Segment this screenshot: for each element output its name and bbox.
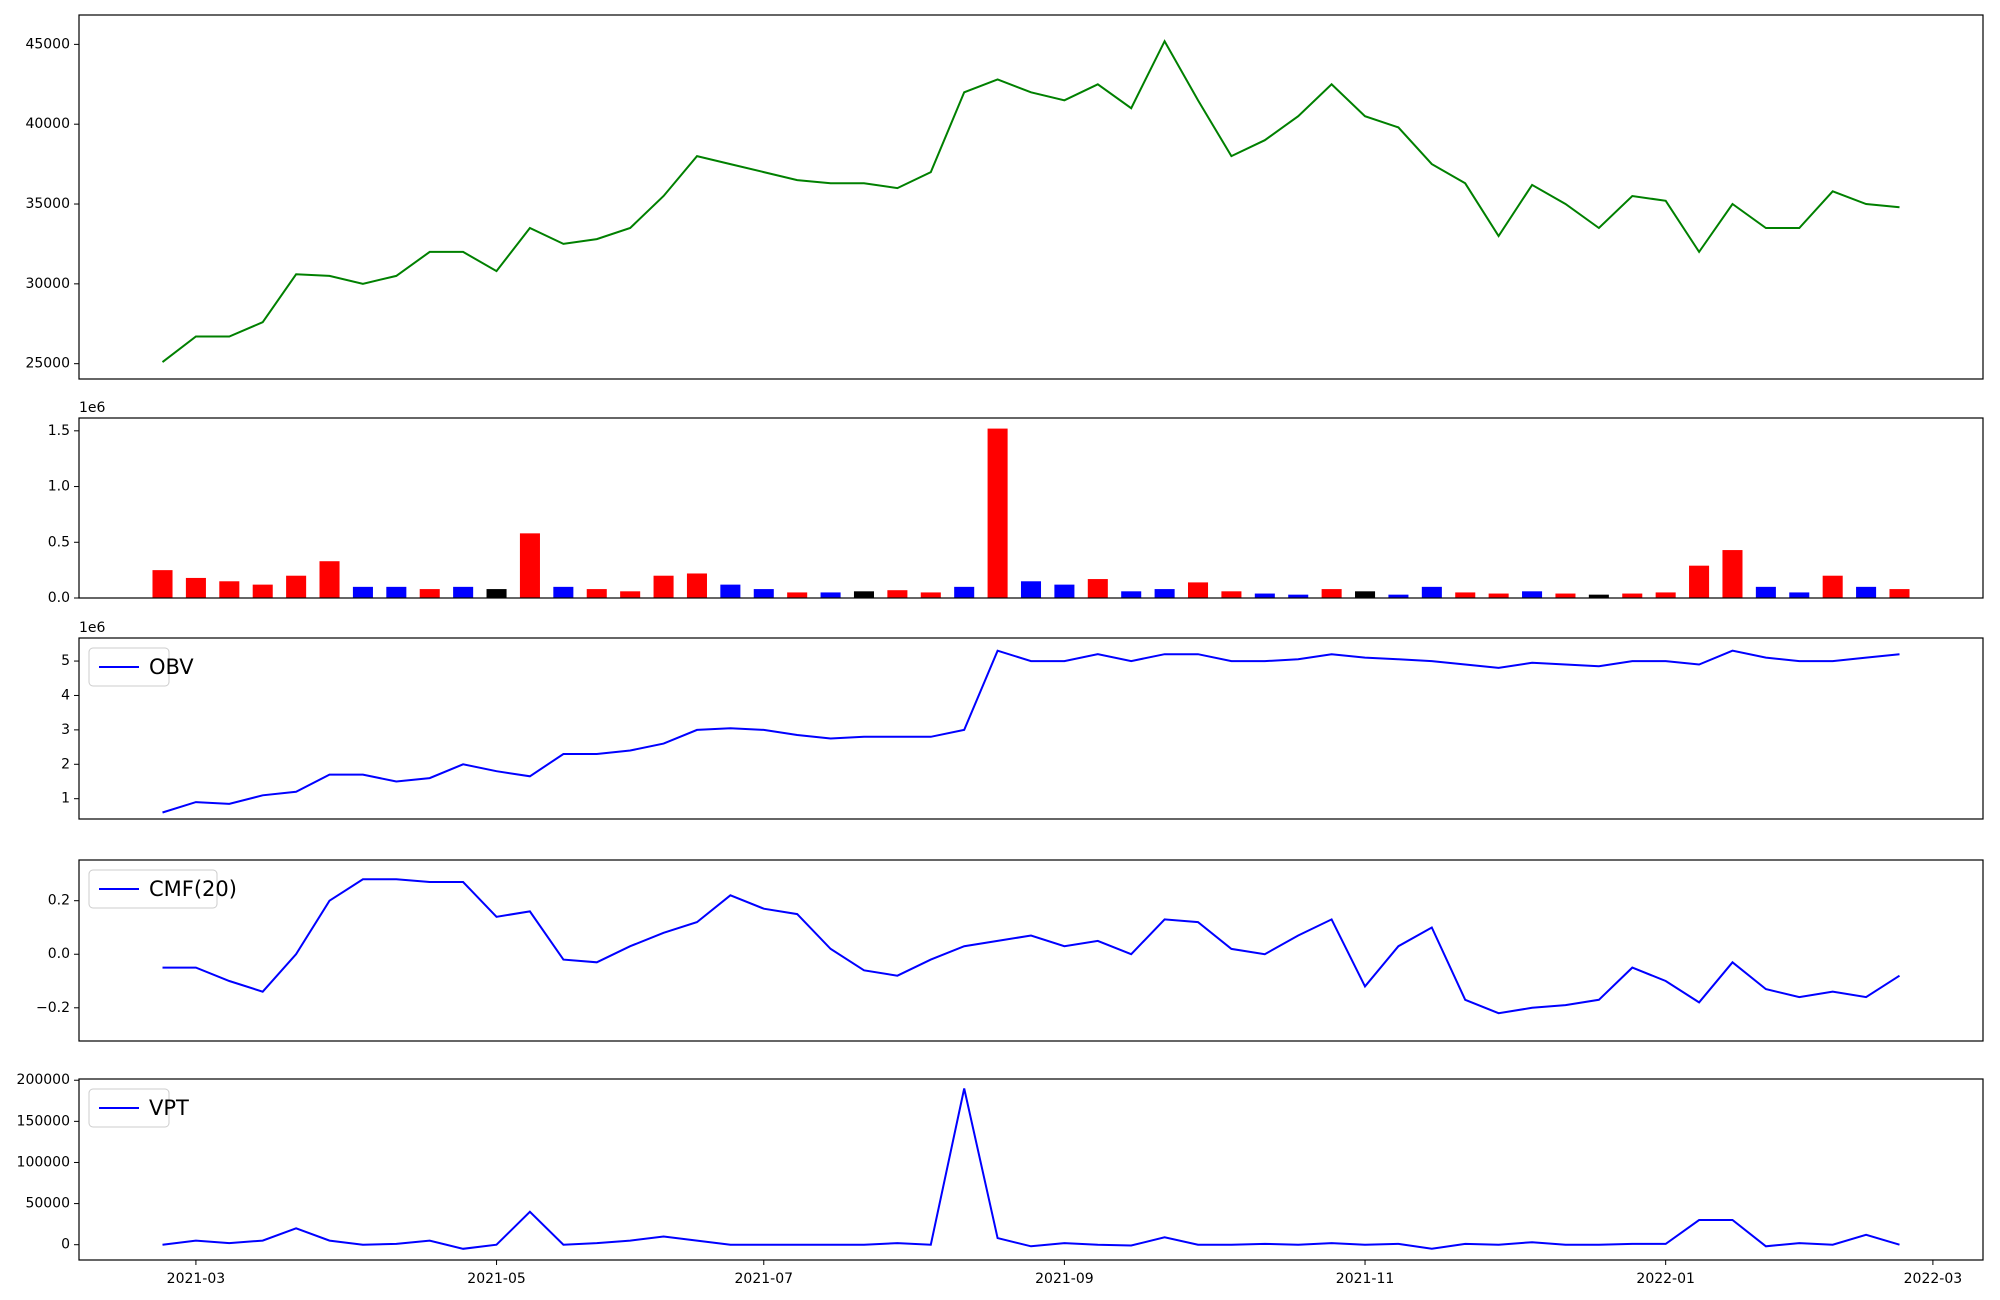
frame — [78, 1078, 1984, 1261]
bar — [820, 592, 841, 598]
x-tick-label: 2021-07 — [735, 1271, 794, 1287]
bar — [686, 573, 707, 598]
x-tick-label: 2021-11 — [1336, 1271, 1395, 1287]
x-tick-label: 2021-03 — [167, 1271, 226, 1287]
legend — [88, 869, 218, 909]
bar — [1722, 550, 1743, 598]
bar — [954, 586, 975, 598]
y-tick-label: 2 — [61, 756, 70, 772]
bar — [519, 533, 540, 598]
offset-label: 1e6 — [79, 620, 106, 636]
legend-label: VPT — [149, 1096, 189, 1120]
y-tick-label: 5 — [61, 653, 70, 669]
bar — [1455, 592, 1476, 598]
frame — [78, 417, 1984, 599]
bar — [1622, 593, 1643, 598]
y-tick-label: 0.2 — [48, 893, 70, 909]
legend-label: CMF(20) — [149, 877, 237, 901]
y-tick-label: −0.2 — [36, 1000, 70, 1016]
y-tick-label: 1.0 — [48, 479, 70, 495]
y-tick-label: 100000 — [17, 1154, 70, 1170]
bar — [753, 589, 774, 598]
y-tick-label: 0 — [61, 1237, 70, 1253]
bar — [486, 589, 507, 598]
bar — [653, 575, 674, 598]
bar — [1588, 594, 1609, 598]
y-tick-label: 40000 — [25, 116, 70, 132]
bar — [1355, 591, 1376, 598]
bar — [1522, 591, 1543, 598]
x-tick-label: 2022-01 — [1636, 1271, 1695, 1287]
bar — [887, 590, 908, 598]
bar — [1221, 591, 1242, 598]
bar — [553, 586, 574, 598]
bar — [219, 581, 240, 598]
y-tick-label: 1 — [61, 791, 70, 807]
y-tick-label: 0.0 — [48, 590, 70, 606]
bar — [920, 592, 941, 598]
bar — [1755, 586, 1776, 598]
bar — [1254, 593, 1275, 598]
bar — [987, 428, 1008, 598]
bar — [620, 591, 641, 598]
bar — [352, 586, 373, 598]
bar — [185, 577, 206, 598]
bar — [1856, 586, 1877, 598]
y-tick-label: 150000 — [17, 1113, 70, 1129]
bar — [1087, 579, 1108, 598]
x-tick-label: 2021-09 — [1035, 1271, 1094, 1287]
y-tick-label: 45000 — [25, 36, 70, 52]
bar — [1655, 592, 1676, 598]
bar — [1321, 589, 1342, 598]
line — [162, 878, 1901, 1015]
bar — [1789, 592, 1810, 598]
x-tick-label: 2022-03 — [1904, 1271, 1963, 1287]
bar — [586, 589, 607, 598]
line — [162, 649, 1900, 814]
bar — [1689, 565, 1710, 598]
bar — [419, 589, 440, 598]
bar — [319, 561, 340, 598]
bar — [1288, 594, 1309, 598]
bar — [1388, 594, 1409, 598]
bar — [1488, 593, 1509, 598]
bar — [1054, 584, 1075, 598]
bar — [787, 592, 808, 598]
bar — [1020, 581, 1042, 598]
bar — [1421, 586, 1442, 598]
y-tick-label: 0.5 — [48, 534, 70, 550]
y-tick-label: 3 — [61, 722, 70, 738]
frame — [78, 859, 1984, 1042]
y-tick-label: 30000 — [25, 276, 70, 292]
frame — [78, 637, 1984, 820]
y-tick-label: 50000 — [25, 1196, 70, 1212]
frame — [78, 14, 1984, 380]
bar — [720, 584, 741, 598]
y-tick-label: 25000 — [25, 356, 70, 372]
bar — [1187, 582, 1209, 598]
line — [162, 1088, 1900, 1250]
offset-label: 1e6 — [79, 400, 106, 416]
x-tick-label: 2021-05 — [467, 1271, 526, 1287]
bar — [1154, 589, 1175, 598]
y-tick-label: 0.0 — [48, 946, 70, 962]
legend-label: OBV — [149, 655, 194, 679]
bar — [1822, 575, 1843, 598]
bar — [853, 591, 875, 598]
bar — [1889, 589, 1910, 598]
bar — [286, 575, 307, 598]
y-tick-label: 1.5 — [48, 423, 70, 439]
bar — [386, 586, 407, 598]
line — [161, 39, 1900, 363]
y-tick-label: 35000 — [25, 196, 70, 212]
y-tick-label: 4 — [61, 687, 70, 703]
bar — [252, 584, 273, 598]
bar — [152, 570, 173, 598]
bar — [1121, 591, 1142, 598]
bar — [1555, 593, 1576, 598]
bar — [453, 586, 474, 598]
y-tick-label: 200000 — [17, 1072, 70, 1088]
